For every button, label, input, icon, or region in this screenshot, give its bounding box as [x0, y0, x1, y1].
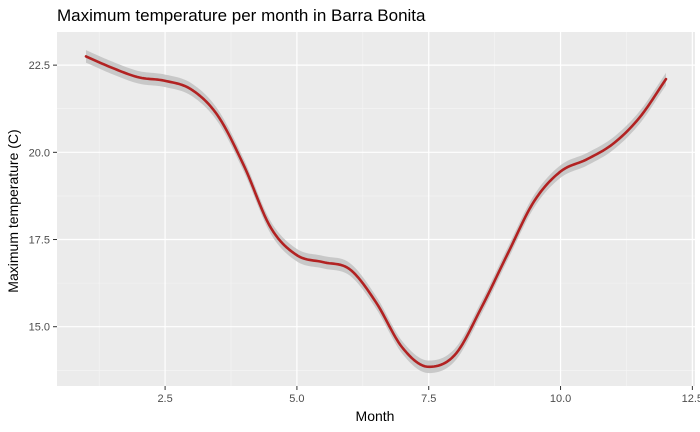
y-tick-label-1: 17.5	[29, 235, 50, 247]
chart-title: Maximum temperature per month in Barra B…	[57, 6, 426, 25]
confidence-band-0	[86, 50, 666, 374]
grid-lines	[57, 32, 695, 386]
series-line-layer	[84, 55, 668, 369]
y-tick-label-2: 20.0	[29, 147, 50, 159]
x-tick-label-1: 5.0	[289, 393, 304, 405]
y-axis: 15.0 17.5 20.0 22.5	[29, 60, 57, 334]
confidence-band-layer	[86, 50, 666, 374]
y-tick-label-0: 15.0	[29, 322, 50, 334]
x-tick-label-4: 12.5	[682, 393, 700, 405]
x-tick-label-3: 10.0	[550, 393, 571, 405]
series-line-0	[84, 55, 668, 369]
y-axis-title: Maximum temperature (C)	[5, 129, 21, 292]
y-tick-label-3: 22.5	[29, 60, 50, 72]
x-axis: 2.5 5.0 7.5 10.0 12.5	[157, 386, 700, 405]
x-tick-label-2: 7.5	[421, 393, 436, 405]
x-tick-label-0: 2.5	[157, 393, 172, 405]
x-axis-title: Month	[356, 408, 395, 424]
